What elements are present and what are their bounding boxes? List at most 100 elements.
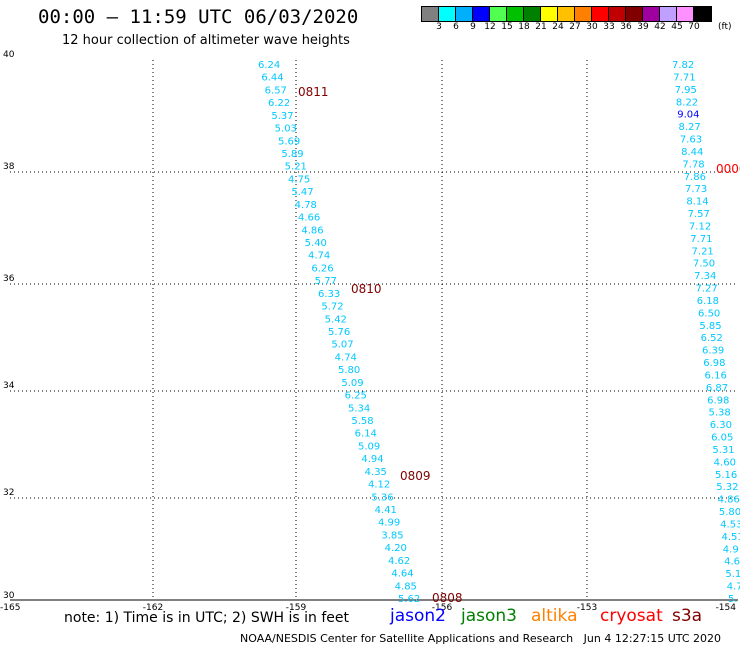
color-scale-label: 45 [671, 22, 683, 32]
color-swatch [592, 7, 609, 21]
color-swatch [677, 7, 694, 21]
wave-height-value: 4.41 [375, 505, 397, 516]
longitude-tick-label: -159 [286, 603, 307, 613]
wave-height-value: 6.30 [710, 420, 732, 431]
wave-height-value: 5.09 [341, 378, 363, 389]
wave-height-value: 4.78 [295, 200, 317, 211]
color-scale-label: 70 [688, 22, 700, 32]
color-scale-label: 30 [586, 22, 598, 32]
color-swatch [575, 7, 592, 21]
wave-height-value: 7.12 [689, 221, 711, 232]
wave-height-value: 5.09 [358, 441, 380, 452]
wave-height-value: 4.6 [724, 557, 740, 568]
wave-height-value: 4.12 [368, 480, 390, 491]
wave-height-value: 6.44 [261, 73, 283, 84]
pass-time-label: 0809 [400, 469, 431, 483]
wave-height-value: 6.26 [311, 263, 333, 274]
map-axis-labels: 30 32 34 36 38 40 -165 -162 -159 -156 -153 -154 [0, 50, 736, 613]
longitude-tick-label: -154 [716, 603, 737, 613]
color-swatch [524, 7, 541, 21]
wave-height-value: 5.72 [321, 302, 343, 313]
wave-height-value: 5.62 [398, 594, 420, 605]
wave-height-value: 7.86 [684, 172, 706, 183]
color-swatch [541, 7, 558, 21]
color-scale-unit: (ft) [718, 22, 732, 32]
color-scale-label: 39 [637, 22, 649, 32]
page-title: 00:00 – 11:59 UTC 06/03/2020 [38, 6, 359, 28]
color-scale-label: 27 [569, 22, 581, 32]
wave-height-value: 3.85 [381, 530, 403, 541]
color-swatch [456, 7, 473, 21]
wave-height-value: 5.36 [371, 492, 393, 503]
latitude-tick-label: 34 [3, 381, 15, 391]
wave-height-value: 4.74 [308, 251, 330, 262]
wave-height-value: 6.39 [702, 346, 724, 357]
wave-height-value: 6.87 [706, 383, 728, 394]
color-scale-label: 33 [603, 22, 615, 32]
wave-height-value: 4.75 [288, 174, 310, 185]
color-swatch [609, 7, 626, 21]
wave-height-value: 6.57 [265, 85, 287, 96]
credit-text: NOAA/NESDIS Center for Satellite Applica… [240, 632, 574, 645]
wave-height-value: 6.25 [345, 391, 367, 402]
color-swatch [490, 7, 507, 21]
color-swatch [422, 7, 439, 21]
color-swatch [660, 7, 677, 21]
wave-height-value: 5.16 [715, 470, 737, 481]
wave-height-value: 4.85 [395, 581, 417, 592]
wave-height-value: 9.04 [677, 110, 699, 121]
color-swatch [507, 7, 524, 21]
pass-time-label: 0811 [298, 85, 329, 99]
wave-height-value: 5.07 [331, 340, 353, 351]
satellite-label-s3a: s3a [672, 606, 703, 626]
wave-height-value: 7.95 [675, 85, 697, 96]
wave-height-value: 5.89 [281, 149, 303, 160]
wave-height-value: 5.77 [315, 276, 337, 287]
wave-height-value: 7.34 [694, 271, 716, 282]
wave-height-value: 5.34 [348, 403, 370, 414]
wave-height-value: 8.44 [681, 147, 703, 158]
wave-height-value: 7.50 [693, 259, 715, 270]
wave-height-value: 5.85 [699, 321, 721, 332]
wave-height-value: 4.51 [721, 532, 740, 543]
wave-height-value: 5.40 [305, 238, 327, 249]
satellite-label-cryosat: cryosat [600, 606, 663, 626]
satellite-label-jason3: jason3 [461, 606, 517, 626]
wave-height-value: 5.76 [328, 327, 350, 338]
wave-height-value: 4.20 [385, 543, 407, 554]
latitude-tick-label: 38 [3, 162, 15, 172]
color-scale-label: 3 [436, 22, 442, 32]
pass-time-label: 0000 [716, 162, 740, 176]
generated-timestamp: Jun 4 12:27:15 UTC 2020 [583, 632, 722, 645]
wave-height-value: 4.7 [727, 582, 740, 593]
wave-height-value: 7.27 [695, 284, 717, 295]
wave-height-value: 4.94 [361, 454, 383, 465]
satellite-label-jason2: jason2 [390, 606, 446, 626]
color-scale-label: 15 [501, 22, 513, 32]
wave-height-value: 5.03 [275, 124, 297, 135]
wave-height-value: 7.57 [688, 209, 710, 220]
color-scale-label: 9 [470, 22, 476, 32]
latitude-tick-label: 30 [3, 591, 15, 601]
color-scale-label: 18 [518, 22, 530, 32]
color-scale-label: 12 [484, 22, 496, 32]
color-scale-label: 6 [453, 22, 459, 32]
wave-height-value: 5.80 [338, 365, 360, 376]
pass-time-labels: 0811 0810 0809 0808 0000 [298, 85, 740, 605]
wave-height-value: 6.14 [355, 429, 377, 440]
longitude-tick-label: -156 [432, 603, 453, 613]
wave-height-color-scale [421, 6, 712, 22]
color-swatch [643, 7, 660, 21]
longitude-tick-label: -162 [143, 603, 163, 613]
wave-height-value: 4.74 [335, 352, 357, 363]
pass-time-label: 0808 [432, 591, 463, 605]
color-swatch [439, 7, 456, 21]
latitude-tick-label: 40 [3, 50, 15, 60]
wave-height-value: 6.22 [268, 98, 290, 109]
wave-height-value: 6.98 [703, 358, 725, 369]
longitude-tick-label: -153 [577, 603, 597, 613]
wave-height-value: 4.66 [298, 213, 320, 224]
wave-height-value: 8.22 [676, 97, 698, 108]
wave-height-value: 7.78 [682, 159, 704, 170]
